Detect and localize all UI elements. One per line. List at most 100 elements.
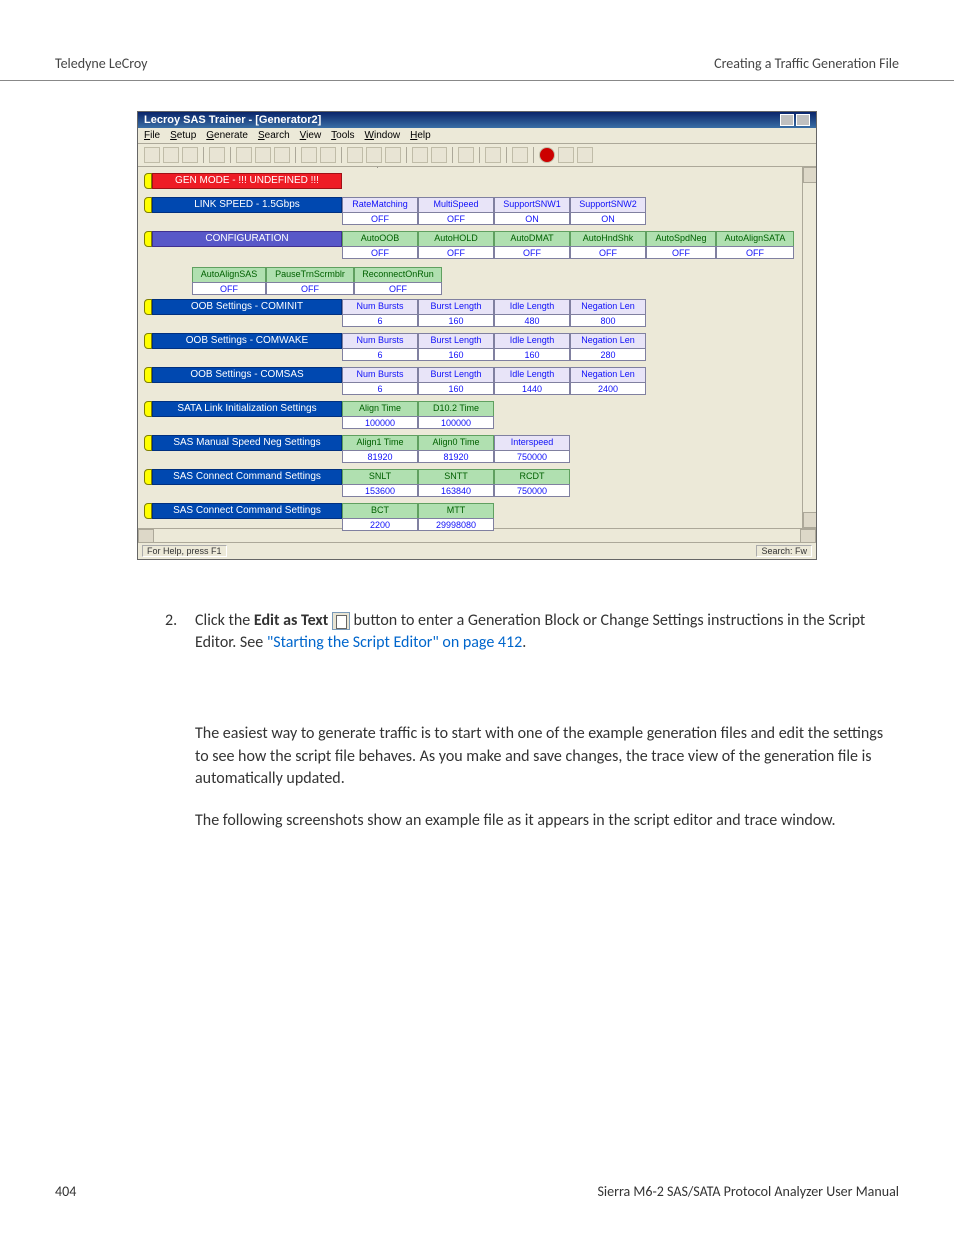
cell-value[interactable]: 160 — [418, 348, 494, 361]
cell-header[interactable]: AutoAlignSATA — [716, 231, 794, 247]
cell-value[interactable]: OFF — [494, 246, 570, 259]
cell-header[interactable]: SNTT — [418, 469, 494, 485]
cell-value[interactable]: 81920 — [342, 450, 418, 463]
cell-header[interactable]: Align Time — [342, 401, 418, 417]
cell-value[interactable]: OFF — [354, 282, 442, 295]
cell-value[interactable]: OFF — [716, 246, 794, 259]
cell-header[interactable]: RCDT — [494, 469, 570, 485]
cell-header[interactable]: Burst Length — [418, 299, 494, 315]
row-handle-icon[interactable] — [144, 231, 152, 247]
menu-tools[interactable]: Tools — [331, 130, 354, 141]
cell-value[interactable]: 6 — [342, 348, 418, 361]
cell-value[interactable]: OFF — [418, 212, 494, 225]
cell-header[interactable]: MultiSpeed — [418, 197, 494, 213]
menu-window[interactable]: Window — [365, 130, 401, 141]
cell-header[interactable]: Num Bursts — [342, 299, 418, 315]
cell-value[interactable]: 2200 — [342, 518, 418, 531]
cell-value[interactable]: 750000 — [494, 484, 570, 497]
cell-value[interactable]: 153600 — [342, 484, 418, 497]
cell-header[interactable]: AutoDMAT — [494, 231, 570, 247]
cell-value[interactable]: 160 — [418, 382, 494, 395]
toolbar-save-icon[interactable] — [163, 147, 179, 163]
cell-header[interactable]: SupportSNW1 — [494, 197, 570, 213]
toolbar-findnext-icon[interactable] — [320, 147, 336, 163]
menu-view[interactable]: View — [300, 130, 322, 141]
cell-value[interactable]: 480 — [494, 314, 570, 327]
minimize-icon[interactable] — [780, 114, 794, 126]
toolbar-zoomout-icon[interactable] — [255, 147, 271, 163]
cell-value[interactable]: 163840 — [418, 484, 494, 497]
row-handle-icon[interactable] — [144, 197, 152, 213]
menu-generate[interactable]: Generate — [206, 130, 248, 141]
row-handle-icon[interactable] — [144, 299, 152, 315]
cell-value[interactable]: 750000 — [494, 450, 570, 463]
row-handle-icon[interactable] — [144, 173, 152, 189]
toolbar-btn-icon[interactable] — [458, 147, 474, 163]
cell-header[interactable]: Idle Length — [494, 333, 570, 349]
cell-value[interactable]: 160 — [494, 348, 570, 361]
cell-value[interactable]: OFF — [342, 212, 418, 225]
cell-value[interactable]: 2400 — [570, 382, 646, 395]
row-handle-icon[interactable] — [144, 333, 152, 349]
toolbar-zoomfit-icon[interactable] — [274, 147, 290, 163]
toolbar-btn-icon[interactable] — [485, 147, 501, 163]
cell-value[interactable]: 81920 — [418, 450, 494, 463]
toolbar-record-icon[interactable] — [539, 147, 555, 163]
row-handle-icon[interactable] — [144, 435, 152, 451]
cell-header[interactable]: AutoHndShk — [570, 231, 646, 247]
toolbar-btn-icon[interactable] — [347, 147, 363, 163]
vertical-scrollbar[interactable] — [802, 167, 816, 528]
cell-value[interactable]: OFF — [342, 246, 418, 259]
row-label[interactable]: LINK SPEED - 1.5Gbps — [152, 197, 342, 213]
toolbar-btn-icon[interactable] — [412, 147, 428, 163]
row-label[interactable]: OOB Settings - COMWAKE — [152, 333, 342, 349]
row-handle-icon[interactable] — [144, 367, 152, 383]
row-label[interactable]: SAS Connect Command Settings — [152, 503, 342, 519]
cell-header[interactable]: AutoHOLD — [418, 231, 494, 247]
cell-header[interactable]: Burst Length — [418, 333, 494, 349]
cell-header[interactable]: RateMatching — [342, 197, 418, 213]
cell-header[interactable]: Negation Len — [570, 367, 646, 383]
cell-header[interactable]: Align0 Time — [418, 435, 494, 451]
cell-value[interactable]: OFF — [192, 282, 266, 295]
cell-header[interactable]: Interspeed — [494, 435, 570, 451]
step-link[interactable]: "Starting the Script Editor" on page 412 — [267, 633, 522, 652]
cell-value[interactable]: 800 — [570, 314, 646, 327]
row-handle-icon[interactable] — [144, 503, 152, 519]
menu-search[interactable]: Search — [258, 130, 290, 141]
toolbar-btn-icon[interactable] — [385, 147, 401, 163]
cell-value[interactable]: 6 — [342, 382, 418, 395]
row-label[interactable]: SATA Link Initialization Settings — [152, 401, 342, 417]
toolbar-btn-icon[interactable] — [431, 147, 447, 163]
cell-header[interactable]: Negation Len — [570, 333, 646, 349]
row-label[interactable]: SAS Connect Command Settings — [152, 469, 342, 485]
cell-value[interactable]: 160 — [418, 314, 494, 327]
cell-value[interactable]: ON — [494, 212, 570, 225]
cell-header[interactable]: Align1 Time — [342, 435, 418, 451]
cell-header[interactable]: AutoOOB — [342, 231, 418, 247]
menu-file[interactable]: File — [144, 130, 160, 141]
row-label[interactable]: SAS Manual Speed Neg Settings — [152, 435, 342, 451]
cell-value[interactable]: OFF — [418, 246, 494, 259]
row-handle-icon[interactable] — [144, 401, 152, 417]
cell-value[interactable]: OFF — [646, 246, 716, 259]
cell-value[interactable]: 6 — [342, 314, 418, 327]
toolbar-find-icon[interactable] — [301, 147, 317, 163]
row-label[interactable]: GEN MODE - !!! UNDEFINED !!! — [152, 173, 342, 189]
row-label[interactable]: OOB Settings - COMINIT — [152, 299, 342, 315]
toolbar-btn-icon[interactable] — [366, 147, 382, 163]
maximize-icon[interactable] — [796, 114, 810, 126]
cell-header[interactable]: SupportSNW2 — [570, 197, 646, 213]
cell-header[interactable]: SNLT — [342, 469, 418, 485]
toolbar-edit-icon[interactable] — [182, 147, 198, 163]
cell-value[interactable]: OFF — [266, 282, 354, 295]
cell-value[interactable]: 1440 — [494, 382, 570, 395]
cell-value[interactable]: ON — [570, 212, 646, 225]
cell-value[interactable]: 29998080 — [418, 518, 494, 531]
row-label[interactable]: CONFIGURATION — [152, 231, 342, 247]
cell-value[interactable]: 280 — [570, 348, 646, 361]
cell-header[interactable]: Idle Length — [494, 299, 570, 315]
cell-header[interactable]: Num Bursts — [342, 333, 418, 349]
cell-header[interactable]: ReconnectOnRun — [354, 267, 442, 283]
cell-value[interactable]: 100000 — [342, 416, 418, 429]
